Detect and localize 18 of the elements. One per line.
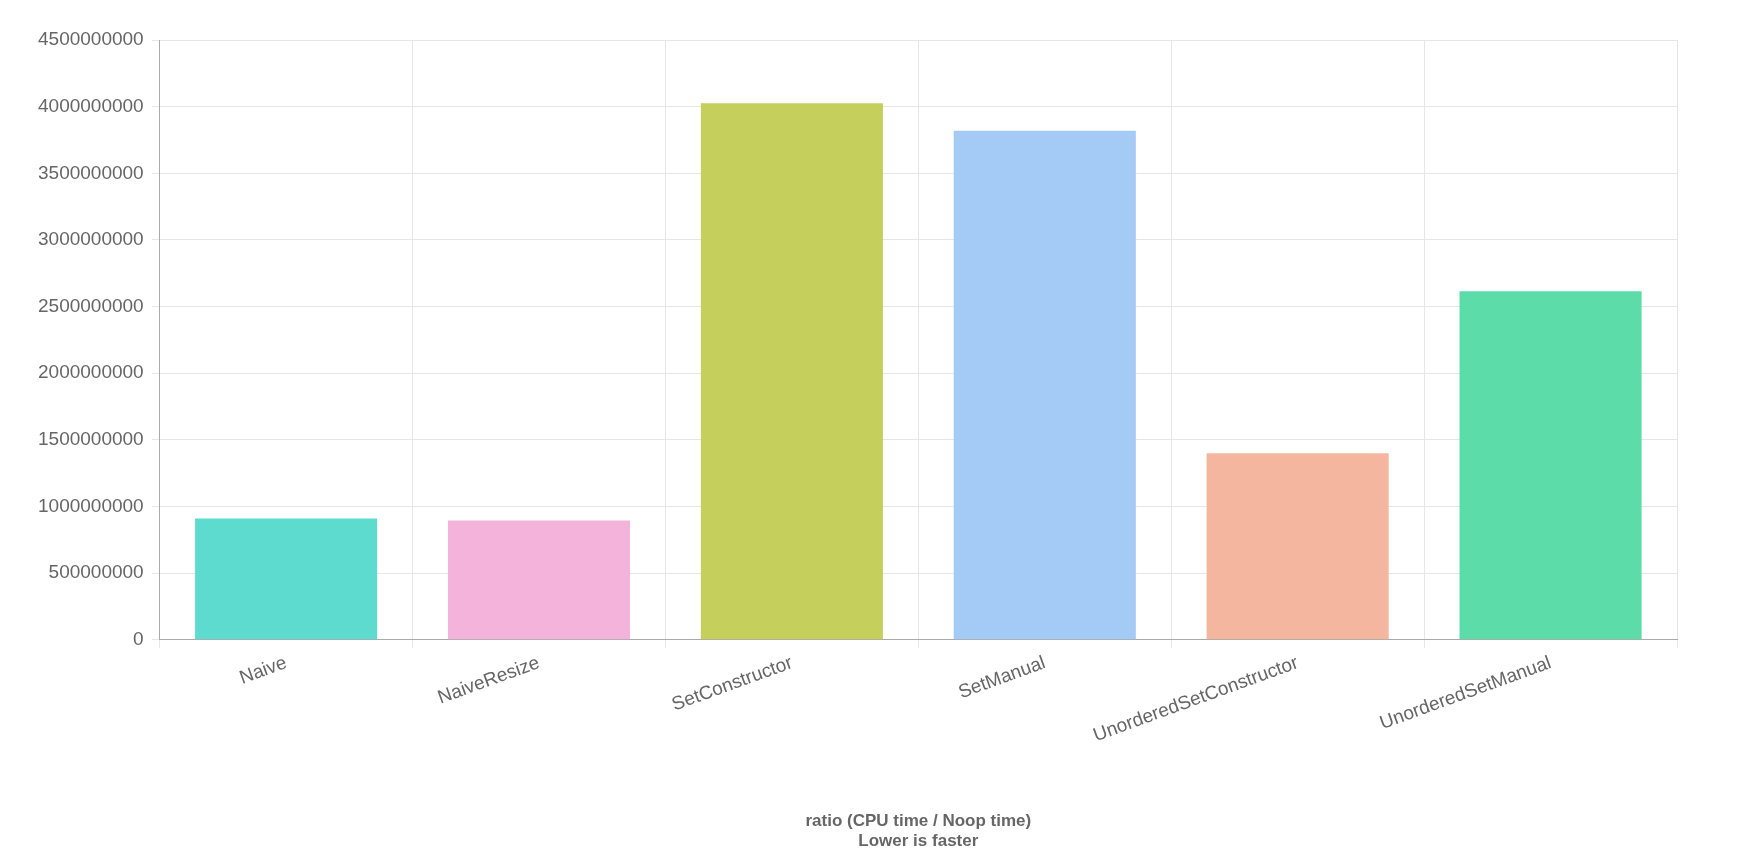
- y-tick-label: 3500000000: [38, 161, 144, 183]
- bar: [447, 520, 631, 640]
- bar: [195, 518, 378, 640]
- y-tick-label: 500000000: [48, 561, 144, 583]
- bar: [1459, 291, 1642, 640]
- bar: [1206, 453, 1389, 640]
- y-tick-label: 2500000000: [38, 294, 144, 316]
- y-tick-label: 2000000000: [38, 361, 144, 383]
- y-tick-label: 1500000000: [38, 428, 144, 450]
- y-tick-label: 1000000000: [38, 494, 144, 516]
- x-tick-label: Naive: [236, 651, 290, 688]
- y-tick-label: 0: [133, 627, 144, 649]
- x-axis-title: ratio (CPU time / Noop time) Lower is faster: [805, 811, 1032, 851]
- bar: [953, 130, 1136, 640]
- y-tick-label: 4500000000: [38, 28, 144, 50]
- y-tick-label: 3000000000: [38, 228, 144, 250]
- y-tick-label: 4000000000: [38, 94, 144, 116]
- bar: [700, 103, 883, 640]
